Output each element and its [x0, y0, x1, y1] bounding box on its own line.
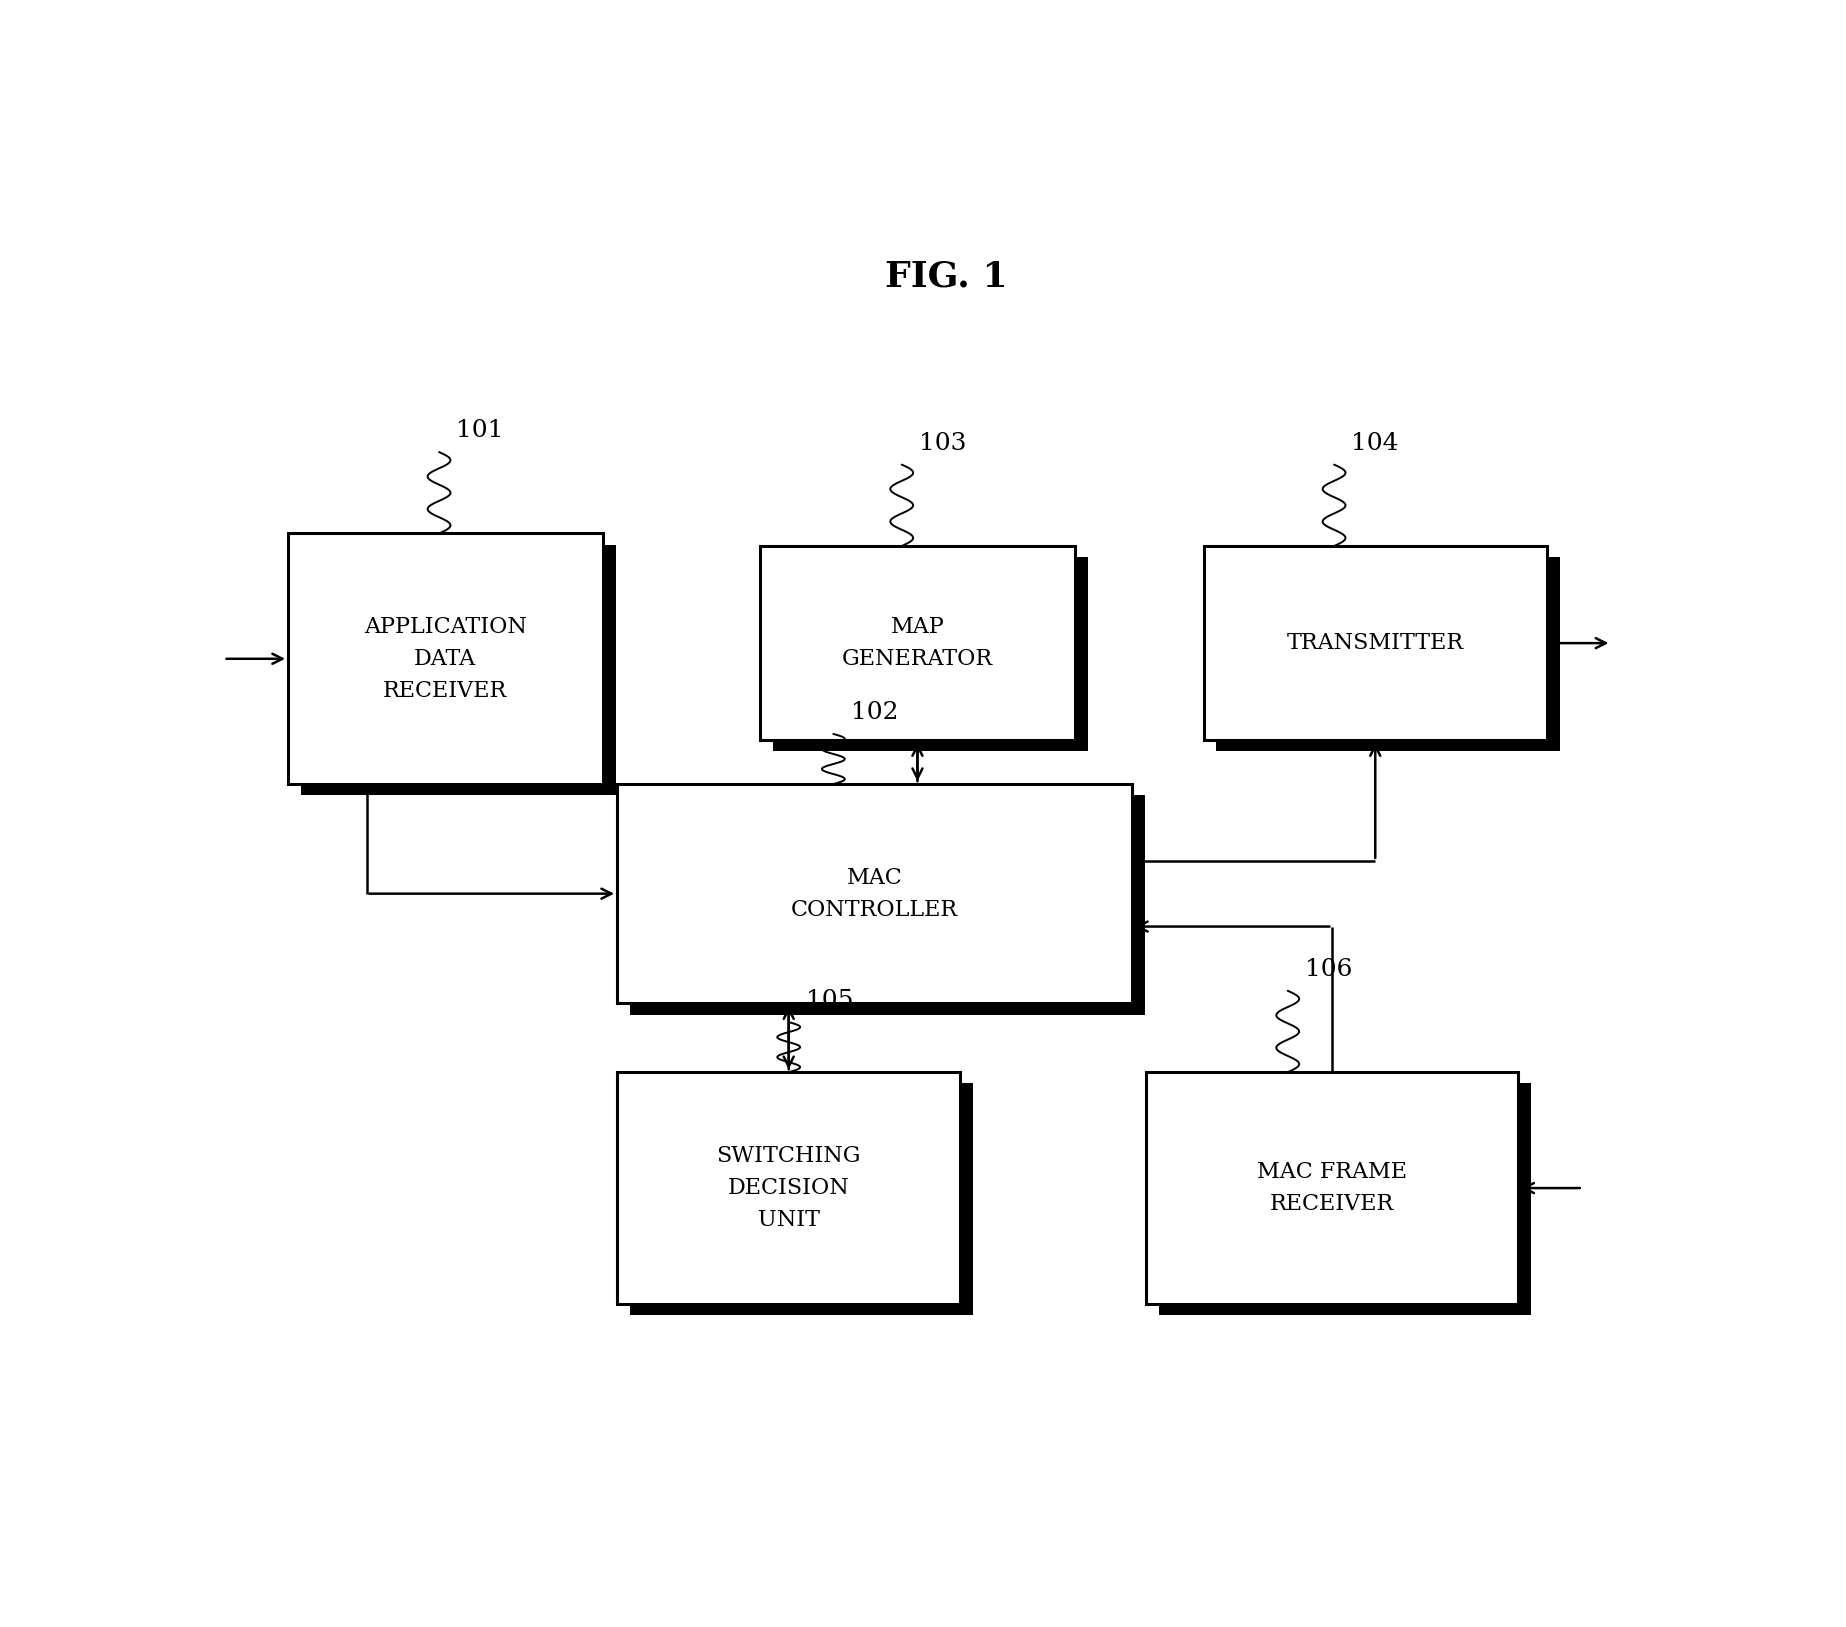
Bar	[1217, 558, 1560, 752]
Bar	[288, 534, 602, 784]
Bar	[761, 547, 1074, 740]
Text: 104: 104	[1351, 431, 1399, 454]
Bar	[1204, 547, 1547, 740]
Bar	[773, 558, 1087, 752]
Text: MAC
CONTROLLER: MAC CONTROLLER	[790, 867, 958, 921]
Text: MAC FRAME
RECEIVER: MAC FRAME RECEIVER	[1257, 1162, 1407, 1215]
Bar	[301, 545, 615, 796]
Text: MAP
GENERATOR: MAP GENERATOR	[842, 617, 993, 670]
Bar	[1159, 1084, 1530, 1315]
Bar	[617, 1072, 960, 1303]
Bar	[1146, 1072, 1517, 1303]
Bar	[617, 784, 1132, 1004]
Text: 106: 106	[1305, 958, 1353, 981]
Text: 105: 105	[807, 989, 853, 1012]
Text: TRANSMITTER: TRANSMITTER	[1287, 633, 1464, 654]
Bar	[629, 1084, 973, 1315]
Bar	[629, 796, 1145, 1015]
Text: 103: 103	[919, 431, 967, 454]
Text: FIG. 1: FIG. 1	[884, 260, 1008, 293]
Text: 101: 101	[456, 420, 504, 443]
Text: 102: 102	[851, 701, 897, 724]
Text: APPLICATION
DATA
RECEIVER: APPLICATION DATA RECEIVER	[364, 615, 526, 701]
Text: SWITCHING
DECISION
UNIT: SWITCHING DECISION UNIT	[716, 1145, 860, 1232]
